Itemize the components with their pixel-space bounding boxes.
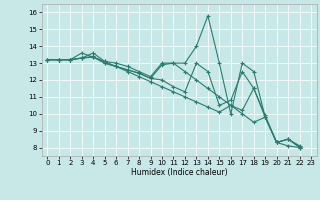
X-axis label: Humidex (Indice chaleur): Humidex (Indice chaleur) xyxy=(131,168,228,177)
